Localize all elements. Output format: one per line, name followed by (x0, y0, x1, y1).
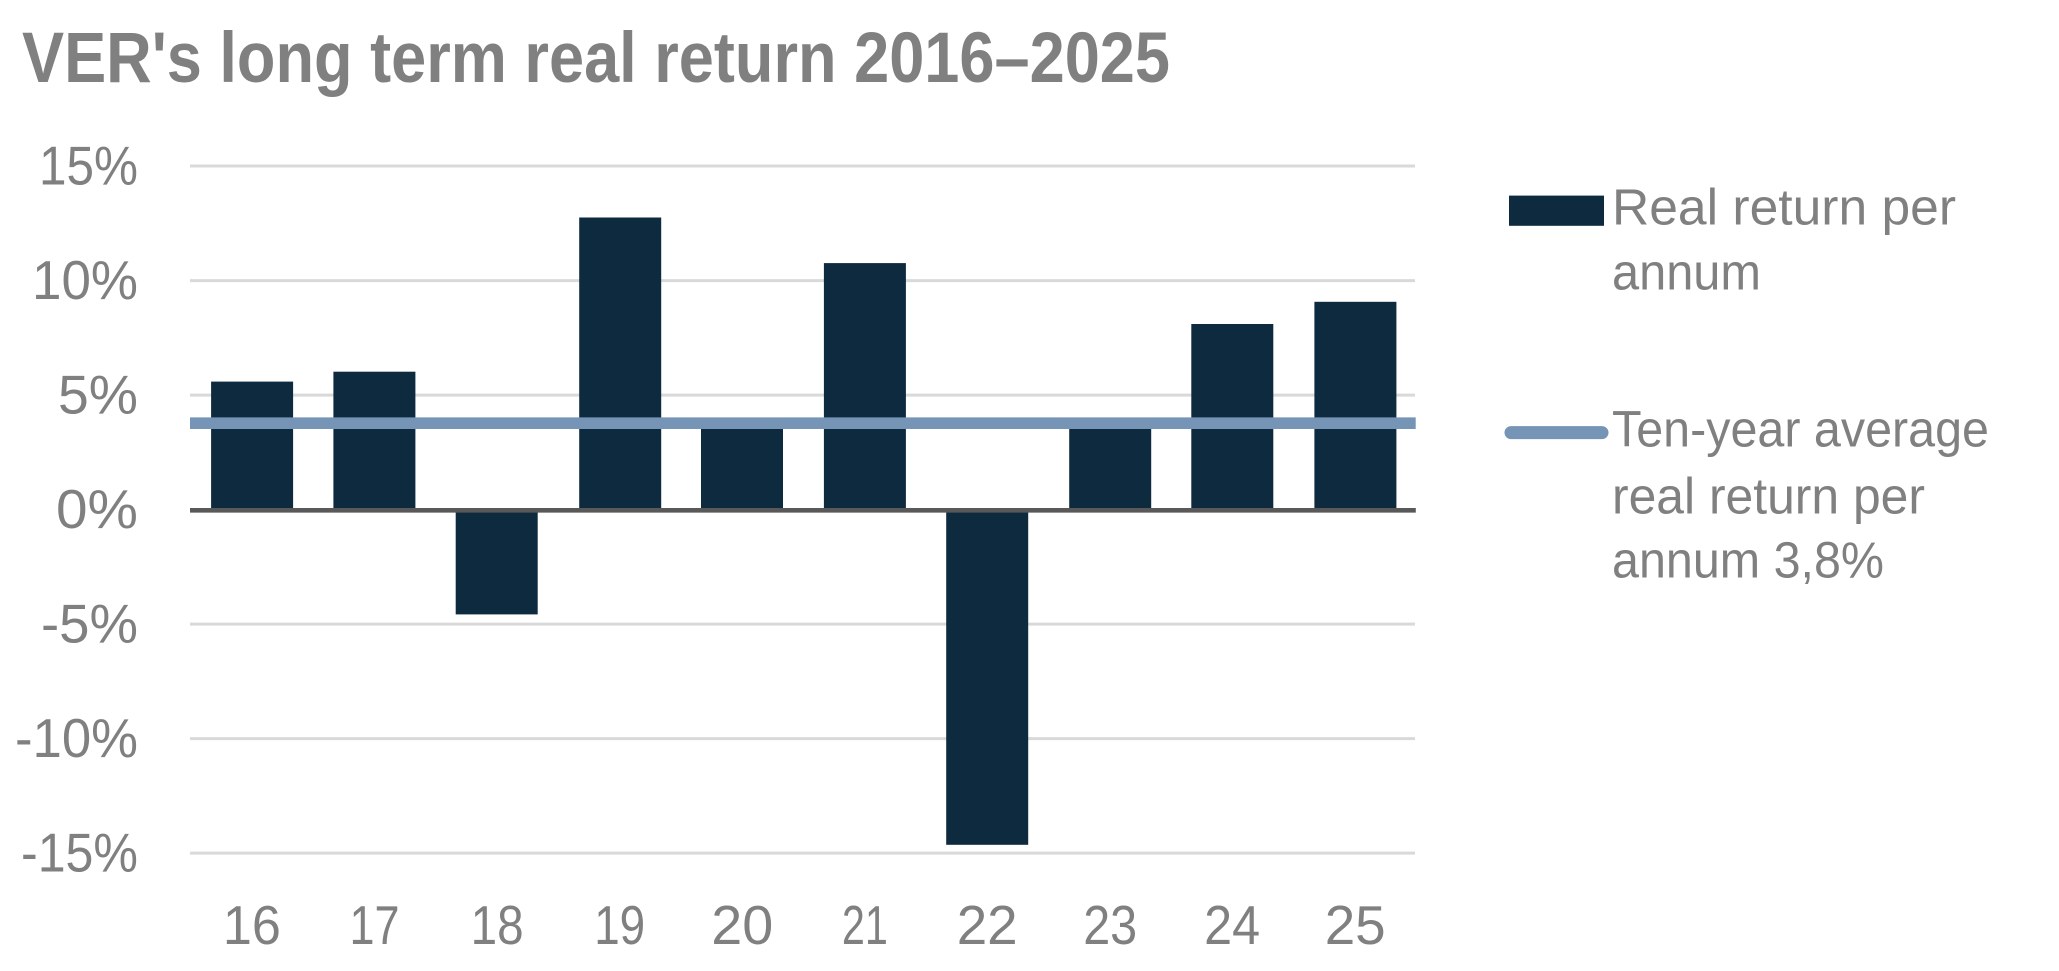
svg-text:0%: 0% (56, 478, 138, 540)
svg-text:17: 17 (350, 894, 400, 956)
svg-text:18: 18 (471, 894, 524, 956)
svg-text:21: 21 (842, 894, 888, 956)
svg-text:15%: 15% (39, 134, 138, 196)
svg-text:-10%: -10% (15, 707, 138, 769)
svg-text:real return per: real return per (1612, 468, 1925, 525)
svg-text:annum 3,8%: annum 3,8% (1612, 532, 1884, 589)
svg-text:25: 25 (1325, 894, 1386, 956)
svg-text:19: 19 (594, 894, 645, 956)
svg-text:-15%: -15% (21, 821, 138, 883)
svg-text:-5%: -5% (41, 592, 138, 654)
svg-text:16: 16 (223, 894, 281, 956)
svg-text:Ten-year average: Ten-year average (1612, 401, 1989, 458)
svg-text:5%: 5% (58, 363, 138, 425)
svg-text:VER's long term real return 20: VER's long term real return 2016–2025 (22, 19, 1170, 98)
svg-text:22: 22 (957, 894, 1018, 956)
svg-text:annum: annum (1612, 244, 1761, 301)
svg-text:20: 20 (711, 894, 773, 956)
svg-text:Real return per: Real return per (1612, 179, 1956, 236)
svg-text:10%: 10% (32, 249, 138, 311)
svg-text:24: 24 (1204, 894, 1260, 956)
svg-text:23: 23 (1083, 894, 1137, 956)
